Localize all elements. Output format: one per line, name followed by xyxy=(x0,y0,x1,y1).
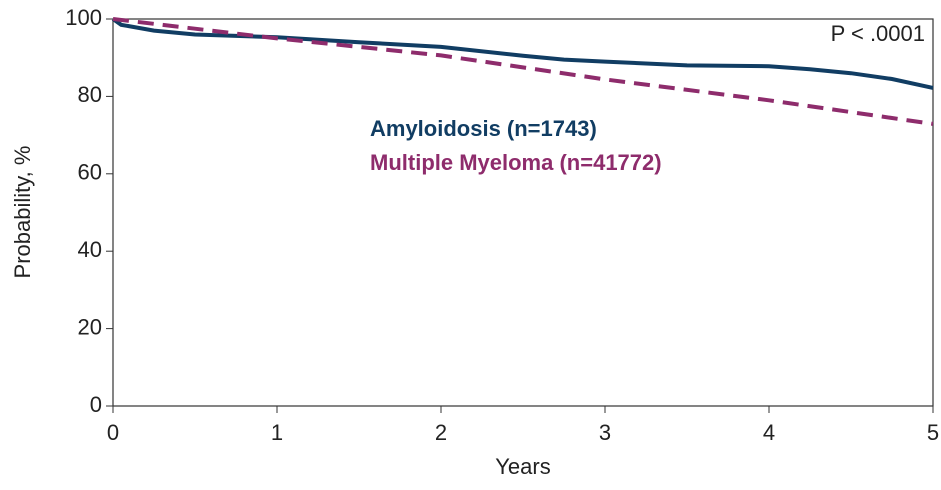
y-tick-label: 20 xyxy=(78,314,102,339)
y-axis-label: Probability, % xyxy=(10,146,35,279)
x-tick-label: 2 xyxy=(435,420,447,445)
y-tick-label: 100 xyxy=(65,5,102,30)
y-tick-label: 40 xyxy=(78,237,102,262)
legend-label: Amyloidosis (n=1743) xyxy=(370,116,597,141)
y-tick-label: 60 xyxy=(78,160,102,185)
plot-frame xyxy=(112,18,934,407)
y-tick-label: 80 xyxy=(78,82,102,107)
legend-label: Multiple Myeloma (n=41772) xyxy=(370,150,662,175)
y-tick-label: 0 xyxy=(90,392,102,417)
x-tick-label: 4 xyxy=(763,420,775,445)
x-tick-label: 5 xyxy=(927,420,939,445)
x-tick-label: 3 xyxy=(599,420,611,445)
line-series xyxy=(112,17,934,126)
x-tick-label: 0 xyxy=(107,420,119,445)
x-tick-label: 1 xyxy=(271,420,283,445)
line-series xyxy=(111,17,934,90)
annotation: P < .0001 xyxy=(831,21,925,46)
x-axis-label: Years xyxy=(495,454,550,479)
